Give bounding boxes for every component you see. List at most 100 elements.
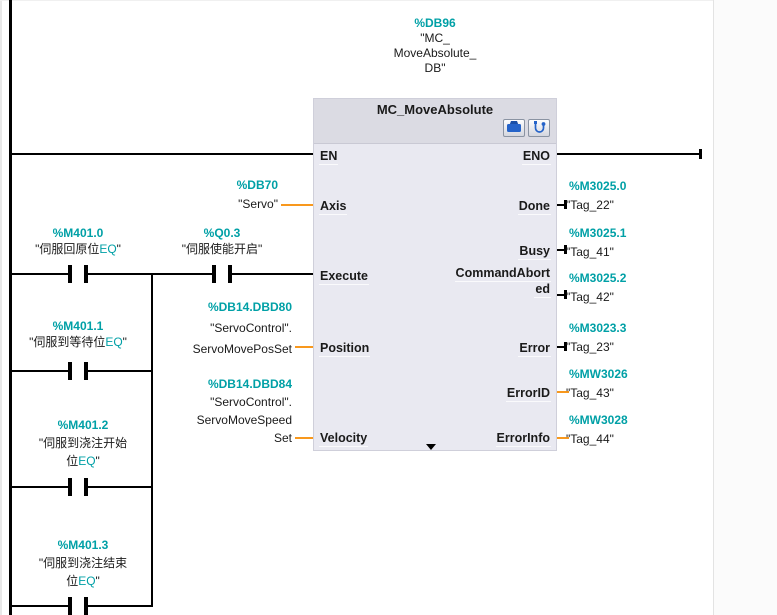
contact-m401-2[interactable]: [68, 478, 88, 496]
pin-error[interactable]: Error: [518, 341, 551, 357]
network-right-divider: [713, 0, 714, 615]
operand-position-input[interactable]: %DB14.DBD80 "ServoControl". ServoMovePos…: [132, 297, 292, 360]
instance-db-address: %DB96: [414, 16, 456, 30]
busy-wire: [557, 249, 566, 251]
error-wire-terminal: [564, 342, 567, 351]
operand-tag-name: "Servo": [238, 197, 278, 211]
operand-m401-0[interactable]: %M401.0 "伺服回原位EQ": [8, 225, 148, 257]
operand-m401-2[interactable]: %M401.2 "伺服到浇注开始 位EQ": [8, 416, 158, 470]
branch-wire: [88, 605, 152, 607]
operand-tag-name: ServoMoveSpeed: [196, 413, 292, 427]
operand-address: %M401.2: [57, 418, 109, 432]
operand-address: %M3025.0: [569, 179, 627, 193]
operand-tag-name: "Tag_41": [566, 245, 614, 259]
error-wire: [557, 346, 566, 348]
operand-tag-name: "Tag_44": [566, 432, 614, 446]
pin-command-aborted[interactable]: ed: [534, 282, 551, 298]
branch-wire: [232, 273, 313, 275]
operand-tag-name: 位EQ": [66, 574, 100, 588]
operand-busy-output[interactable]: %M3025.1 "Tag_41": [566, 224, 706, 262]
operand-address: %M401.1: [52, 319, 104, 333]
operand-tag-name: "ServoControl".: [210, 321, 292, 335]
operand-tag-name: "Tag_43": [566, 386, 614, 400]
operand-address: %MW3026: [569, 367, 628, 381]
operand-m401-1[interactable]: %M401.1 "伺服到等待位EQ": [8, 318, 148, 350]
operand-tag-name: "Tag_42": [566, 290, 614, 304]
operand-tag-name: "Tag_22": [566, 198, 614, 212]
operand-m401-3[interactable]: %M401.3 "伺服到浇注结束 位EQ": [8, 536, 158, 590]
collapse-arrow-icon[interactable]: [426, 444, 436, 450]
rung-wire-eno: [557, 153, 701, 155]
editor-right-margin: [714, 0, 777, 615]
operand-tag-name: ServoMovePosSet: [192, 342, 292, 356]
operand-tag-name: "伺服到等待位EQ": [29, 335, 127, 349]
operand-tag-name: "Tag_23": [566, 340, 614, 354]
operand-tag-name: "伺服使能开启": [181, 242, 263, 256]
contact-m401-0[interactable]: [68, 265, 88, 283]
done-wire-terminal: [564, 200, 567, 209]
pin-error-id[interactable]: ErrorID: [505, 386, 551, 402]
operand-tag-name: 位EQ": [66, 454, 100, 468]
operand-address: %M401.3: [57, 538, 109, 552]
branch-wire: [88, 486, 152, 488]
error-info-wire: [557, 437, 569, 439]
block-title: MC_MoveAbsolute: [376, 102, 494, 117]
mc-moveabsolute-block[interactable]: MC_MoveAbsolute EN Axis Execute Position…: [313, 98, 557, 451]
pin-position[interactable]: Position: [319, 341, 371, 357]
operand-address: %M3025.2: [569, 271, 627, 285]
operand-tag-name: Set: [273, 431, 292, 445]
pin-velocity[interactable]: Velocity: [319, 431, 369, 447]
error-id-wire: [557, 391, 569, 393]
monitoring-button[interactable]: [528, 119, 550, 137]
contact-q0-3[interactable]: [212, 265, 232, 283]
instance-db-name: DB": [424, 61, 446, 75]
contact-m401-3[interactable]: [68, 597, 88, 615]
branch-wire: [88, 370, 152, 372]
operand-error-id-output[interactable]: %MW3026 "Tag_43": [566, 365, 706, 403]
branch-wire: [88, 273, 212, 275]
network-top-divider: [0, 0, 713, 1]
toolbox-icon: [506, 120, 522, 136]
monitoring-icon: [532, 120, 547, 137]
instance-db-name: MoveAbsolute_: [393, 46, 477, 60]
operand-address: %MW3028: [569, 413, 628, 427]
editor-left-edge: [0, 0, 2, 615]
instance-db-name: "MC_: [420, 31, 450, 45]
pin-execute[interactable]: Execute: [319, 269, 369, 285]
operand-done-output[interactable]: %M3025.0 "Tag_22": [566, 177, 706, 215]
block-header[interactable]: MC_MoveAbsolute: [314, 99, 556, 144]
operand-error-output[interactable]: %M3023.3 "Tag_23": [566, 319, 706, 357]
pin-done[interactable]: Done: [517, 199, 551, 215]
block-toolbar: [503, 119, 550, 137]
branch-wire: [12, 605, 68, 607]
branch-wire: [12, 486, 68, 488]
operand-address: %DB70: [236, 178, 278, 192]
operand-error-info-output[interactable]: %MW3028 "Tag_44": [566, 411, 706, 449]
contact-m401-1[interactable]: [68, 362, 88, 380]
branch-merge-wire: [151, 273, 153, 607]
operand-address: %M3023.3: [569, 321, 627, 335]
pin-command-aborted[interactable]: CommandAbort: [454, 266, 551, 282]
pin-en[interactable]: EN: [319, 149, 339, 165]
operand-tag-name: "ServoControl".: [210, 395, 292, 409]
pin-busy[interactable]: Busy: [518, 244, 551, 260]
operand-address: %M3025.1: [569, 226, 627, 240]
operand-address: %Q0.3: [203, 226, 241, 240]
pin-eno[interactable]: ENO: [521, 149, 551, 165]
operand-axis-input[interactable]: %DB70 "Servo": [118, 176, 278, 214]
pin-axis[interactable]: Axis: [319, 199, 348, 215]
axis-value-wire: [281, 204, 313, 206]
operand-q0-3[interactable]: %Q0.3 "伺服使能开启": [152, 225, 292, 257]
position-value-wire: [295, 346, 313, 348]
pin-error-info[interactable]: ErrorInfo: [495, 431, 551, 447]
eno-wire-terminal: [699, 149, 702, 159]
busy-wire-terminal: [564, 245, 567, 254]
toolbox-button[interactable]: [503, 119, 525, 137]
done-wire: [557, 204, 566, 206]
operand-command-aborted-output[interactable]: %M3025.2 "Tag_42": [566, 269, 706, 307]
command-aborted-wire: [557, 294, 566, 296]
operand-velocity-input[interactable]: %DB14.DBD84 "ServoControl". ServoMoveSpe…: [132, 375, 292, 447]
operand-tag-name: "伺服到浇注开始: [38, 436, 128, 450]
instance-db-label[interactable]: %DB96 "MC_ MoveAbsolute_ DB": [335, 16, 535, 76]
